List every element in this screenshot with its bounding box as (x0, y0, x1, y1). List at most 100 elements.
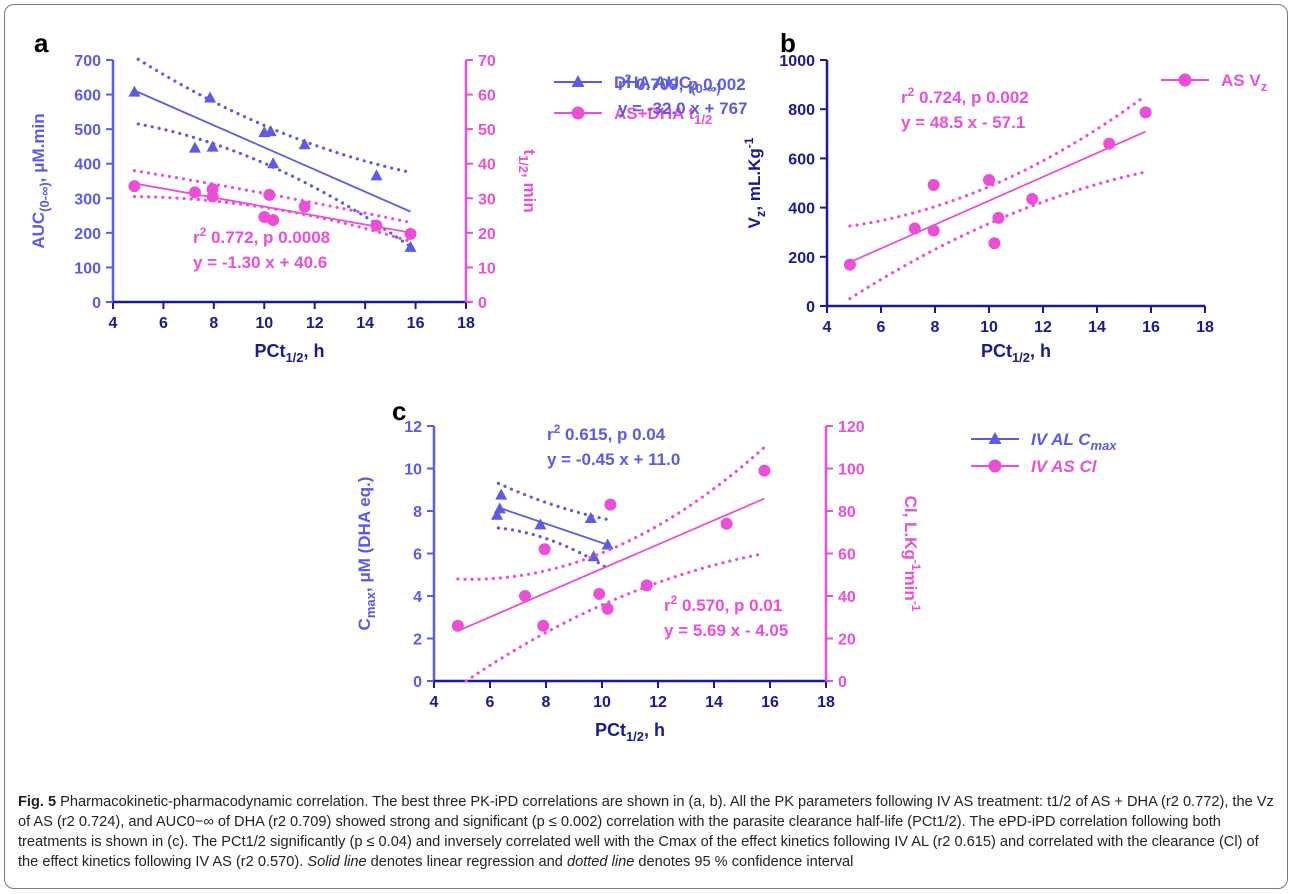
y-tick-label-right: 60 (478, 88, 496, 105)
panel-label-c: c (392, 396, 406, 426)
y-tick-label-left: 1000 (779, 53, 815, 70)
y-tick-label-right: 40 (478, 157, 496, 174)
x-axis-label: PCt1/2, h (595, 720, 665, 744)
series-a-1 (128, 169, 417, 244)
data-point-triangle (267, 157, 280, 169)
x-tick-label: 14 (1088, 319, 1106, 336)
x-tick-label: 12 (306, 315, 324, 332)
data-point-triangle (534, 518, 547, 530)
confidence-band-lower (848, 170, 1148, 301)
legend-label: IV AS Cl (1031, 457, 1098, 476)
confidence-band-upper (136, 57, 413, 174)
data-point-circle (843, 258, 856, 271)
x-axis-label: PCt1/2, h (981, 341, 1051, 365)
y-tick-label-right: 10 (478, 260, 496, 277)
confidence-band-lower (496, 526, 610, 570)
y-axis-label-right: Cl, L.Kg-1min-1 (901, 496, 923, 612)
x-tick-label: 18 (817, 694, 835, 711)
legend-label: AS+DHA t1/2 (614, 104, 712, 127)
y-tick-label-left: 10 (404, 462, 422, 479)
data-point-circle (128, 180, 141, 193)
confidence-band-upper (456, 445, 766, 581)
data-point-triangle (128, 85, 141, 97)
y-tick-label-left: 800 (788, 102, 815, 119)
y-tick-label-left: 400 (788, 201, 815, 218)
y-tick-label-left: 200 (74, 226, 101, 243)
confidence-band-lower (464, 551, 766, 683)
data-point-circle (519, 590, 531, 602)
regression-annotation: y = 48.5 x - 57.1 (901, 113, 1025, 132)
confidence-band-upper (496, 481, 610, 522)
data-point-circle (720, 517, 733, 530)
x-axis-label: PCt1/2, h (254, 341, 324, 365)
caption-title: Pharmacokinetic-pharmacodynamic correlat… (60, 794, 369, 810)
x-tick-label: 16 (407, 315, 425, 332)
x-tick-label: 18 (1196, 319, 1214, 336)
y-tick-label-right: 0 (478, 295, 487, 312)
data-point-triangle (264, 125, 277, 137)
x-tick-label: 6 (486, 694, 495, 711)
y-tick-label-right: 70 (478, 53, 496, 70)
regression-annotation: r2 0.724, p 0.002 (901, 85, 1029, 107)
regression-annotation: r2 0.709, p 0.002 (618, 72, 746, 94)
data-point-circle (537, 619, 550, 632)
data-point-triangle (370, 169, 383, 181)
y-axis-label-right: t1/2, min (516, 149, 539, 212)
series-c-0 (491, 481, 614, 570)
regression-annotation: y = -32.0 x + 767 (618, 99, 748, 118)
x-tick-label: 10 (255, 315, 273, 332)
data-point-triangle (491, 508, 503, 520)
data-point-triangle (188, 141, 201, 153)
panel-a: a4 6 8 10 12 14 16 1801002003004005006007000102… (29, 28, 748, 365)
x-tick-label: 4 (109, 315, 118, 332)
data-point-circle (538, 543, 551, 556)
series-c-1 (451, 445, 771, 683)
y-axis-label-left: Cmax, μM (DHA eq.) (355, 477, 378, 631)
figure-frame (4, 4, 1288, 889)
panel-b: b 4 6 8 10 12 14 16 18 0 200 400 600 800 1000 PCt1/2, h… (742, 28, 1268, 365)
series-b-0 (843, 94, 1152, 301)
x-tick-label: 10 (593, 694, 611, 711)
regression-line (457, 497, 765, 632)
data-point-triangle (204, 91, 217, 103)
regression-annotation: r2 0.772, p 0.0008 (193, 225, 330, 247)
caption-fig-label: Fig. 5 (18, 794, 57, 810)
data-point-circle (206, 183, 219, 196)
legend-label: DHA AUC(0-∞) (614, 73, 721, 96)
regression-line (498, 506, 608, 546)
legend-label: AS Vz (1221, 71, 1268, 94)
y-tick-label-right: 80 (838, 504, 856, 521)
data-point-circle (1026, 192, 1039, 205)
x-tick-label: 6 (877, 319, 886, 336)
y-tick-label-right: 30 (478, 191, 496, 208)
data-point-circle (404, 227, 417, 240)
data-point-circle (298, 200, 311, 213)
x-tick-label: 14 (705, 694, 723, 711)
figure-caption: Fig. 5 Pharmacokinetic-pharmacodynamic c… (18, 792, 1280, 872)
y-tick-label-right: 0 (838, 674, 847, 691)
regression-annotation: y = -1.30 x + 40.6 (193, 253, 327, 272)
panel-label-a: a (34, 28, 49, 58)
legend-marker-triangle (988, 432, 1002, 444)
legend-marker-circle (571, 106, 585, 120)
data-point-circle (927, 224, 940, 237)
caption-dotted-term: dotted line (566, 854, 635, 870)
confidence-band-upper (132, 169, 413, 225)
legend-marker-circle (988, 459, 1002, 473)
data-point-circle (927, 178, 940, 191)
y-tick-label-left: 0 (413, 674, 422, 691)
x-tick-label: 8 (931, 319, 940, 336)
x-tick-label: 12 (649, 694, 667, 711)
regression-annotation: y = -0.45 x + 11.0 (547, 450, 680, 469)
y-tick-label-left: 100 (74, 260, 101, 277)
data-point-triangle (495, 488, 508, 500)
legend-marker-circle (1178, 73, 1192, 87)
regression-annotation: r2 0.570, p 0.01 (664, 593, 782, 615)
caption-dotted-rest: denotes 95 % confidence interval (634, 854, 854, 870)
regression-annotation: r2 0.615, p 0.04 (547, 422, 666, 444)
y-tick-label-right: 20 (838, 632, 856, 649)
regression-line (134, 89, 411, 213)
x-tick-label: 6 (159, 315, 168, 332)
legend-marker-triangle (571, 75, 585, 87)
x-tick-label: 4 (430, 694, 439, 711)
